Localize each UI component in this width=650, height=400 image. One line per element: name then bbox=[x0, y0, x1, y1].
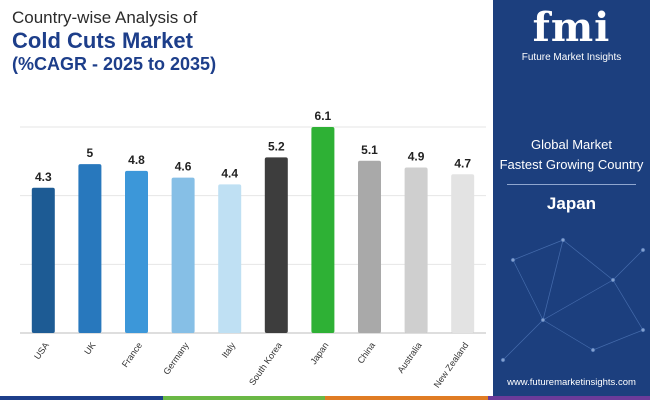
data-label: 6.1 bbox=[315, 109, 332, 123]
bar-france bbox=[125, 170, 148, 333]
strip-segment bbox=[162, 396, 326, 400]
chart-title-block: Country-wise Analysis of Cold Cuts Marke… bbox=[12, 8, 216, 75]
strip-segment bbox=[0, 396, 163, 400]
data-label: 4.6 bbox=[175, 160, 192, 174]
title-line-3: (%CAGR - 2025 to 2035) bbox=[12, 54, 217, 74]
bar-germany bbox=[171, 177, 195, 333]
strip-segment bbox=[487, 396, 650, 400]
x-tick-label: Australia bbox=[395, 340, 423, 374]
bar-south-korea bbox=[264, 157, 288, 333]
bar-new-zealand bbox=[451, 174, 475, 333]
x-tick-label: New Zealand bbox=[432, 340, 471, 389]
bar-usa bbox=[31, 187, 55, 333]
bar-chart: 4.3 USA 5 UK 4.8 France 4.6 Germany 4.4 Italy 5.2 S… bbox=[20, 109, 486, 390]
data-label: 5 bbox=[87, 146, 94, 160]
data-label: 5.1 bbox=[361, 143, 378, 157]
website-url: www.futuremarketinsights.com bbox=[507, 377, 636, 388]
data-label: 4.7 bbox=[454, 156, 471, 170]
x-tick-label: China bbox=[355, 340, 377, 365]
fastest-country: Japan bbox=[546, 194, 597, 213]
title-line-1: Country-wise Analysis of bbox=[12, 8, 198, 27]
logo-mark: fmi bbox=[532, 4, 611, 51]
x-tick-label: Germany bbox=[161, 340, 191, 376]
strip-segment bbox=[325, 396, 488, 400]
logo-text: Future Market Insights bbox=[521, 52, 622, 63]
sidebar-subtitle-fastest: Fastest Growing Country bbox=[499, 157, 644, 172]
data-label: 4.9 bbox=[408, 150, 425, 164]
bar-uk bbox=[78, 164, 102, 333]
sidebar-subtitle-global: Global Market bbox=[531, 137, 612, 152]
bar-australia bbox=[404, 167, 428, 333]
bar-italy bbox=[218, 184, 242, 333]
data-label: 4.8 bbox=[128, 153, 145, 167]
fmi-logo: fmi Future Market Insights bbox=[493, 6, 650, 64]
x-tick-label: UK bbox=[82, 340, 97, 356]
bar-china bbox=[358, 160, 381, 333]
data-label: 5.2 bbox=[268, 139, 285, 153]
x-tick-label: France bbox=[120, 340, 144, 369]
data-label: 4.3 bbox=[35, 170, 52, 184]
x-tick-label: USA bbox=[32, 340, 51, 361]
x-tick-label: Italy bbox=[220, 340, 238, 360]
network-decoration bbox=[500, 237, 646, 363]
data-label: 4.4 bbox=[221, 166, 238, 180]
bar-japan bbox=[311, 127, 335, 333]
sidebar-divider bbox=[507, 184, 636, 185]
x-tick-label: South Korea bbox=[247, 340, 284, 387]
x-tick-label: Japan bbox=[308, 340, 330, 366]
sidebar-panel: fmi Future Market Insights Global Market… bbox=[493, 0, 650, 400]
title-line-2: Cold Cuts Market bbox=[12, 28, 193, 53]
